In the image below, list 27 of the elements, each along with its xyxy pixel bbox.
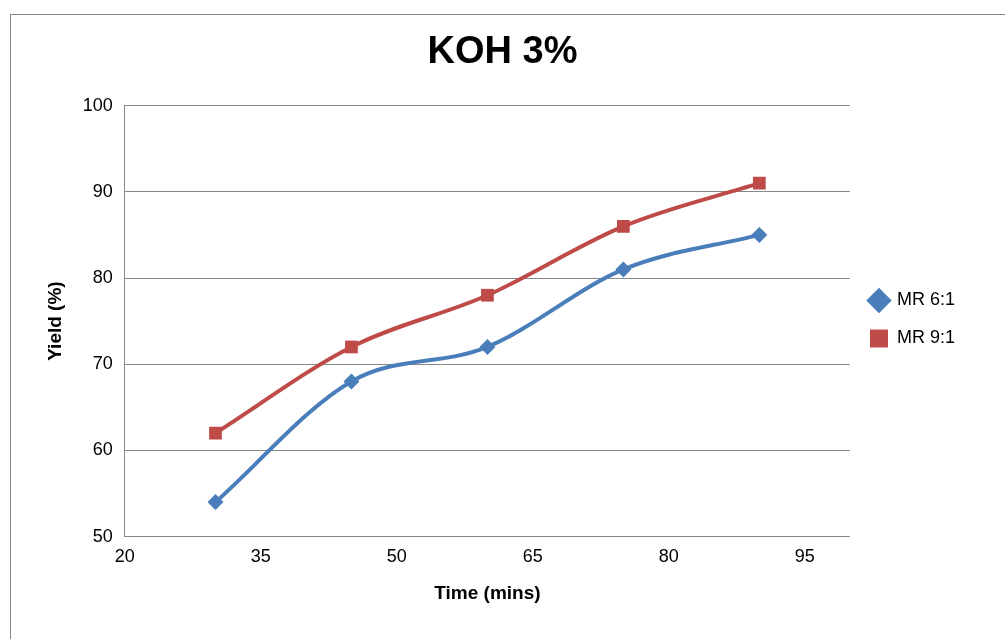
x-tick-label: 95 <box>794 546 815 567</box>
point <box>615 261 632 278</box>
y-tick-label: 60 <box>92 439 113 460</box>
x-tick-label: 50 <box>386 546 407 567</box>
y-tick-label: 100 <box>82 94 113 115</box>
y-tick-label: 70 <box>92 353 113 374</box>
legend-label: MR 6:1 <box>896 289 956 310</box>
point <box>479 338 496 355</box>
point <box>345 340 358 354</box>
point <box>481 288 494 302</box>
chart-title: KOH 3% <box>427 29 578 72</box>
y-axis-title: Yield (%) <box>43 281 65 361</box>
point <box>752 176 766 190</box>
point <box>617 219 630 233</box>
x-tick-label: 35 <box>250 546 271 567</box>
legend-label: MR 9:1 <box>896 327 956 348</box>
y-tick-label: 80 <box>92 266 113 287</box>
x-axis-title: Time (mins) <box>434 581 541 603</box>
point <box>209 426 222 440</box>
point <box>343 373 360 390</box>
x-tick-label: 20 <box>114 546 135 567</box>
point <box>751 226 768 243</box>
x-tick-label: 80 <box>658 546 679 567</box>
point <box>207 494 224 511</box>
x-tick-label: 65 <box>522 546 543 567</box>
y-tick-label: 50 <box>92 525 113 546</box>
y-tick-label: 90 <box>92 180 113 201</box>
